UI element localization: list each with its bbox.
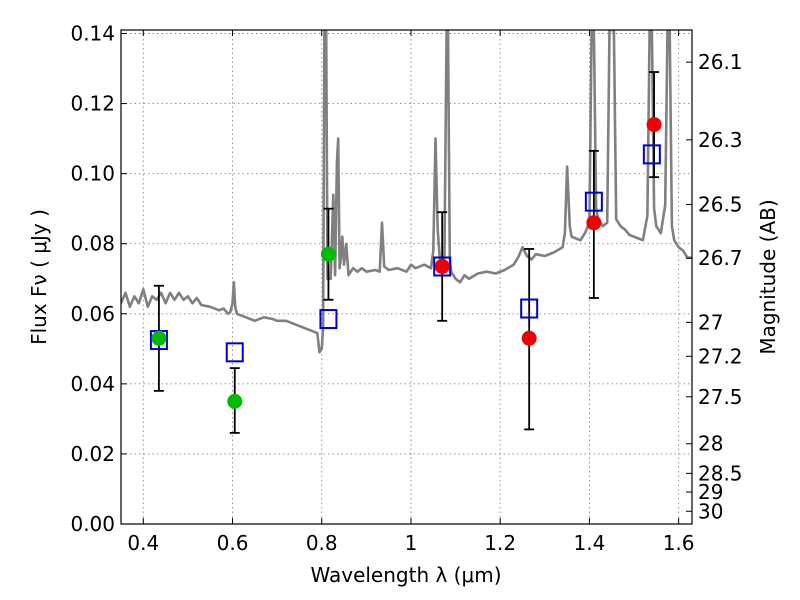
y-axis-title: Flux Fν ( μJy ) [27,209,51,345]
x-tick-label: 1.2 [484,531,516,555]
mag-tick-label: 27.5 [698,385,743,409]
mag-tick-label: 28 [698,432,723,456]
model-square [642,144,661,165]
y-tick-label: 0.04 [70,372,115,396]
y-tick-label: 0.02 [70,442,115,466]
axis-ticks: 0.4 0.6 0.8 1 1.2 1.4 1.6 0.00 0.02 0.04 0.06 0.08 0… [70,22,742,555]
error-bars [153,71,660,434]
spectrum-line [121,30,692,354]
green-point [227,393,243,409]
mag-tick-label: 26.1 [698,50,743,74]
y-tick-label: 0.00 [70,512,115,536]
mag-tick-label: 27 [698,310,723,334]
y-tick-label: 0.14 [70,22,115,46]
mag-tick-label: 29 [698,480,723,504]
red-point [646,117,662,133]
markers [149,117,662,409]
x-tick-label: 0.8 [306,531,338,555]
y-right-axis-title: Magnitude (AB) [756,199,780,354]
model-square [584,191,603,212]
red-point [434,258,450,274]
y-tick-label: 0.08 [70,232,115,256]
x-tick-label: 1.6 [663,531,695,555]
red-point [521,330,537,346]
model-square [319,309,338,330]
y-tick-label: 0.10 [70,162,115,186]
x-tick-label: 1 [405,531,418,555]
mag-tick-label: 26.3 [698,128,743,152]
model-square [433,256,452,277]
grid-lines [121,30,692,525]
mag-tick-label: 27.2 [698,344,743,368]
x-axis-title: Wavelength λ (μm) [310,563,501,587]
mag-tick-label: 28.5 [698,461,743,485]
model-square [520,298,539,319]
mag-tick-label: 26.5 [698,192,743,216]
green-point [320,246,336,262]
mag-tick-label: 26.7 [698,246,743,270]
red-point [586,215,602,231]
plot-frame [120,29,693,525]
y-tick-label: 0.12 [70,92,115,116]
mag-tick-label: 30 [698,499,723,523]
spectrum-layer [121,30,692,354]
y-tick-label: 0.06 [70,302,115,326]
model-square [225,342,244,363]
x-tick-label: 1.4 [573,531,605,555]
green-point [151,330,167,346]
x-tick-label: 0.4 [127,531,159,555]
x-tick-label: 0.6 [217,531,249,555]
